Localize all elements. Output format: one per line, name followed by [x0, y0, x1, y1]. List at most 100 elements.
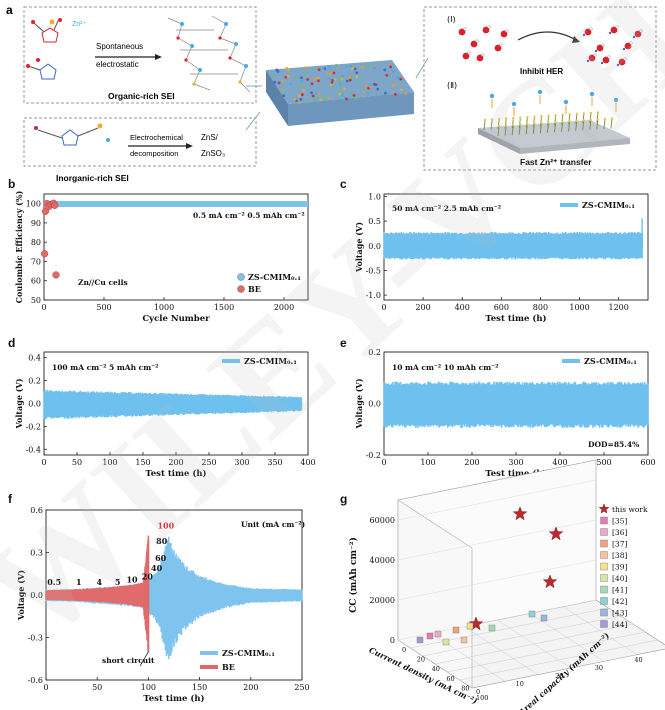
y-tick-label: 20 — [555, 672, 563, 680]
sei-brush-strand — [589, 113, 592, 123]
sei-brush-strand — [525, 118, 528, 128]
water-hydrogen — [623, 57, 627, 61]
legend-d-zs-label: ZS-CMIM₀.₁ — [244, 356, 297, 366]
x-tick-label: 400 — [300, 458, 315, 467]
cmim-node — [608, 31, 612, 35]
z-tick-label: 60000 — [370, 516, 395, 525]
cube-reference — [488, 624, 496, 632]
x-tick-label: 300 — [508, 458, 523, 467]
cmim-node — [600, 61, 604, 65]
series-zs-cmim — [44, 201, 308, 208]
legend-c-zs-label: ZS-CMIM₀.₁ — [582, 200, 635, 210]
block-particle — [271, 73, 274, 77]
cmim-node — [632, 35, 636, 39]
y-tick-label: 1.0 — [368, 192, 381, 201]
sei-brush-strand — [547, 116, 549, 126]
sei-brush-strand — [610, 119, 613, 129]
legend-label: [40] — [612, 574, 627, 583]
block-particle — [281, 88, 285, 92]
x-tick-label: 100 — [476, 694, 488, 702]
x-tick-label: 500 — [96, 303, 111, 312]
block-particle — [316, 77, 320, 80]
x-tick-label: 400 — [455, 303, 470, 312]
block-particle — [321, 66, 325, 70]
star-this-work — [512, 506, 528, 521]
water-oxygen — [584, 28, 592, 36]
series-zs-cmim-fill — [46, 546, 302, 651]
cmim-node — [586, 59, 590, 63]
sei-brush-head — [483, 118, 487, 122]
zn-ion — [589, 91, 595, 97]
sei-brush-strand — [554, 116, 557, 126]
cmim-molecule-bottom — [34, 123, 110, 146]
sei-brush-head — [526, 115, 529, 119]
sei-brush-head — [596, 111, 600, 114]
y-tick-label: 40 — [634, 656, 642, 664]
y-tick-label: 60 — [31, 277, 41, 286]
y-tick-label: 0.0 — [368, 242, 381, 251]
mechanism-box — [423, 6, 657, 171]
sei-brush-strand — [511, 119, 514, 129]
block-particle — [383, 91, 387, 95]
zn-anode-block — [266, 60, 414, 126]
series-zs-cmim-fill — [384, 234, 643, 257]
x-tick-label: 20 — [417, 656, 425, 664]
sei-brush-head — [582, 119, 585, 122]
block-particle — [338, 92, 342, 96]
series-zs-cmim-fill — [384, 386, 648, 424]
z-grid — [397, 519, 597, 561]
block-particle — [345, 97, 348, 101]
short-circuit-pointer — [139, 651, 149, 667]
sei-brush-strand — [603, 119, 606, 129]
sei-brush-head — [589, 118, 592, 122]
water-oxygen — [610, 26, 618, 34]
block-particle — [310, 82, 314, 86]
panel-d: d 0 50 100 150 200 250 300 350 400 -0.4 -0.2 0.0 0.2 0… — [8, 336, 316, 479]
sei-brush-strand — [596, 113, 599, 123]
legend-square — [600, 551, 608, 559]
block-particle — [361, 65, 364, 69]
x-axis-label: Test time (h) — [143, 693, 204, 704]
water-hydrogen — [475, 39, 479, 43]
block-particle — [299, 98, 303, 101]
y-tick-label: 0 — [476, 688, 480, 696]
y-tick-label: 0.3 — [30, 549, 43, 558]
water-hydrogen — [505, 29, 509, 33]
zn-ion — [563, 99, 569, 105]
sei-brush-strand — [511, 126, 514, 136]
y-tick-label: 90 — [31, 219, 41, 228]
block-particle — [335, 63, 338, 67]
y-tick-label: 10 — [516, 680, 524, 688]
block-particle — [273, 80, 277, 84]
legend-label: this work — [612, 505, 648, 514]
y-tick-label: 0.4 — [28, 354, 41, 363]
x-tick-label: 500 — [596, 458, 611, 467]
x-tick-label: 100 — [102, 458, 117, 467]
block-particle — [355, 75, 359, 79]
x-tick-label: 200 — [243, 683, 258, 692]
panel-f: f 0 50 100 150 200 250 -0.6 -0.3 0.0 0.3 0.6 Test ti… — [8, 492, 310, 704]
plot-frame — [43, 193, 309, 301]
x-tick-label: 0 — [43, 683, 48, 692]
x-axis-label: Test time (h) — [485, 313, 546, 324]
y-axis-label: Voltage (V) — [354, 378, 364, 429]
sei-brush-strand — [582, 121, 585, 131]
x-tick-label: 80 — [461, 684, 469, 692]
block-particle — [317, 92, 321, 96]
legend-label: [42] — [612, 597, 627, 606]
legend-b-be-marker — [237, 285, 245, 293]
cmim-node — [594, 49, 598, 53]
block-particle — [311, 94, 315, 98]
x-tick-label: 600 — [640, 458, 655, 467]
sei-brush-head — [504, 124, 508, 127]
legend-b-be-label: BE — [248, 284, 261, 294]
sei-brush-strand — [518, 125, 521, 135]
x-tick-label: 60 — [446, 675, 454, 683]
sei-brush-head — [540, 121, 543, 125]
y-tick-label: -0.2 — [366, 451, 381, 460]
water-hydrogen — [615, 25, 619, 29]
block-particle — [355, 71, 359, 75]
star-this-work — [548, 526, 564, 541]
y-tick-label: 0.2 — [368, 348, 381, 357]
